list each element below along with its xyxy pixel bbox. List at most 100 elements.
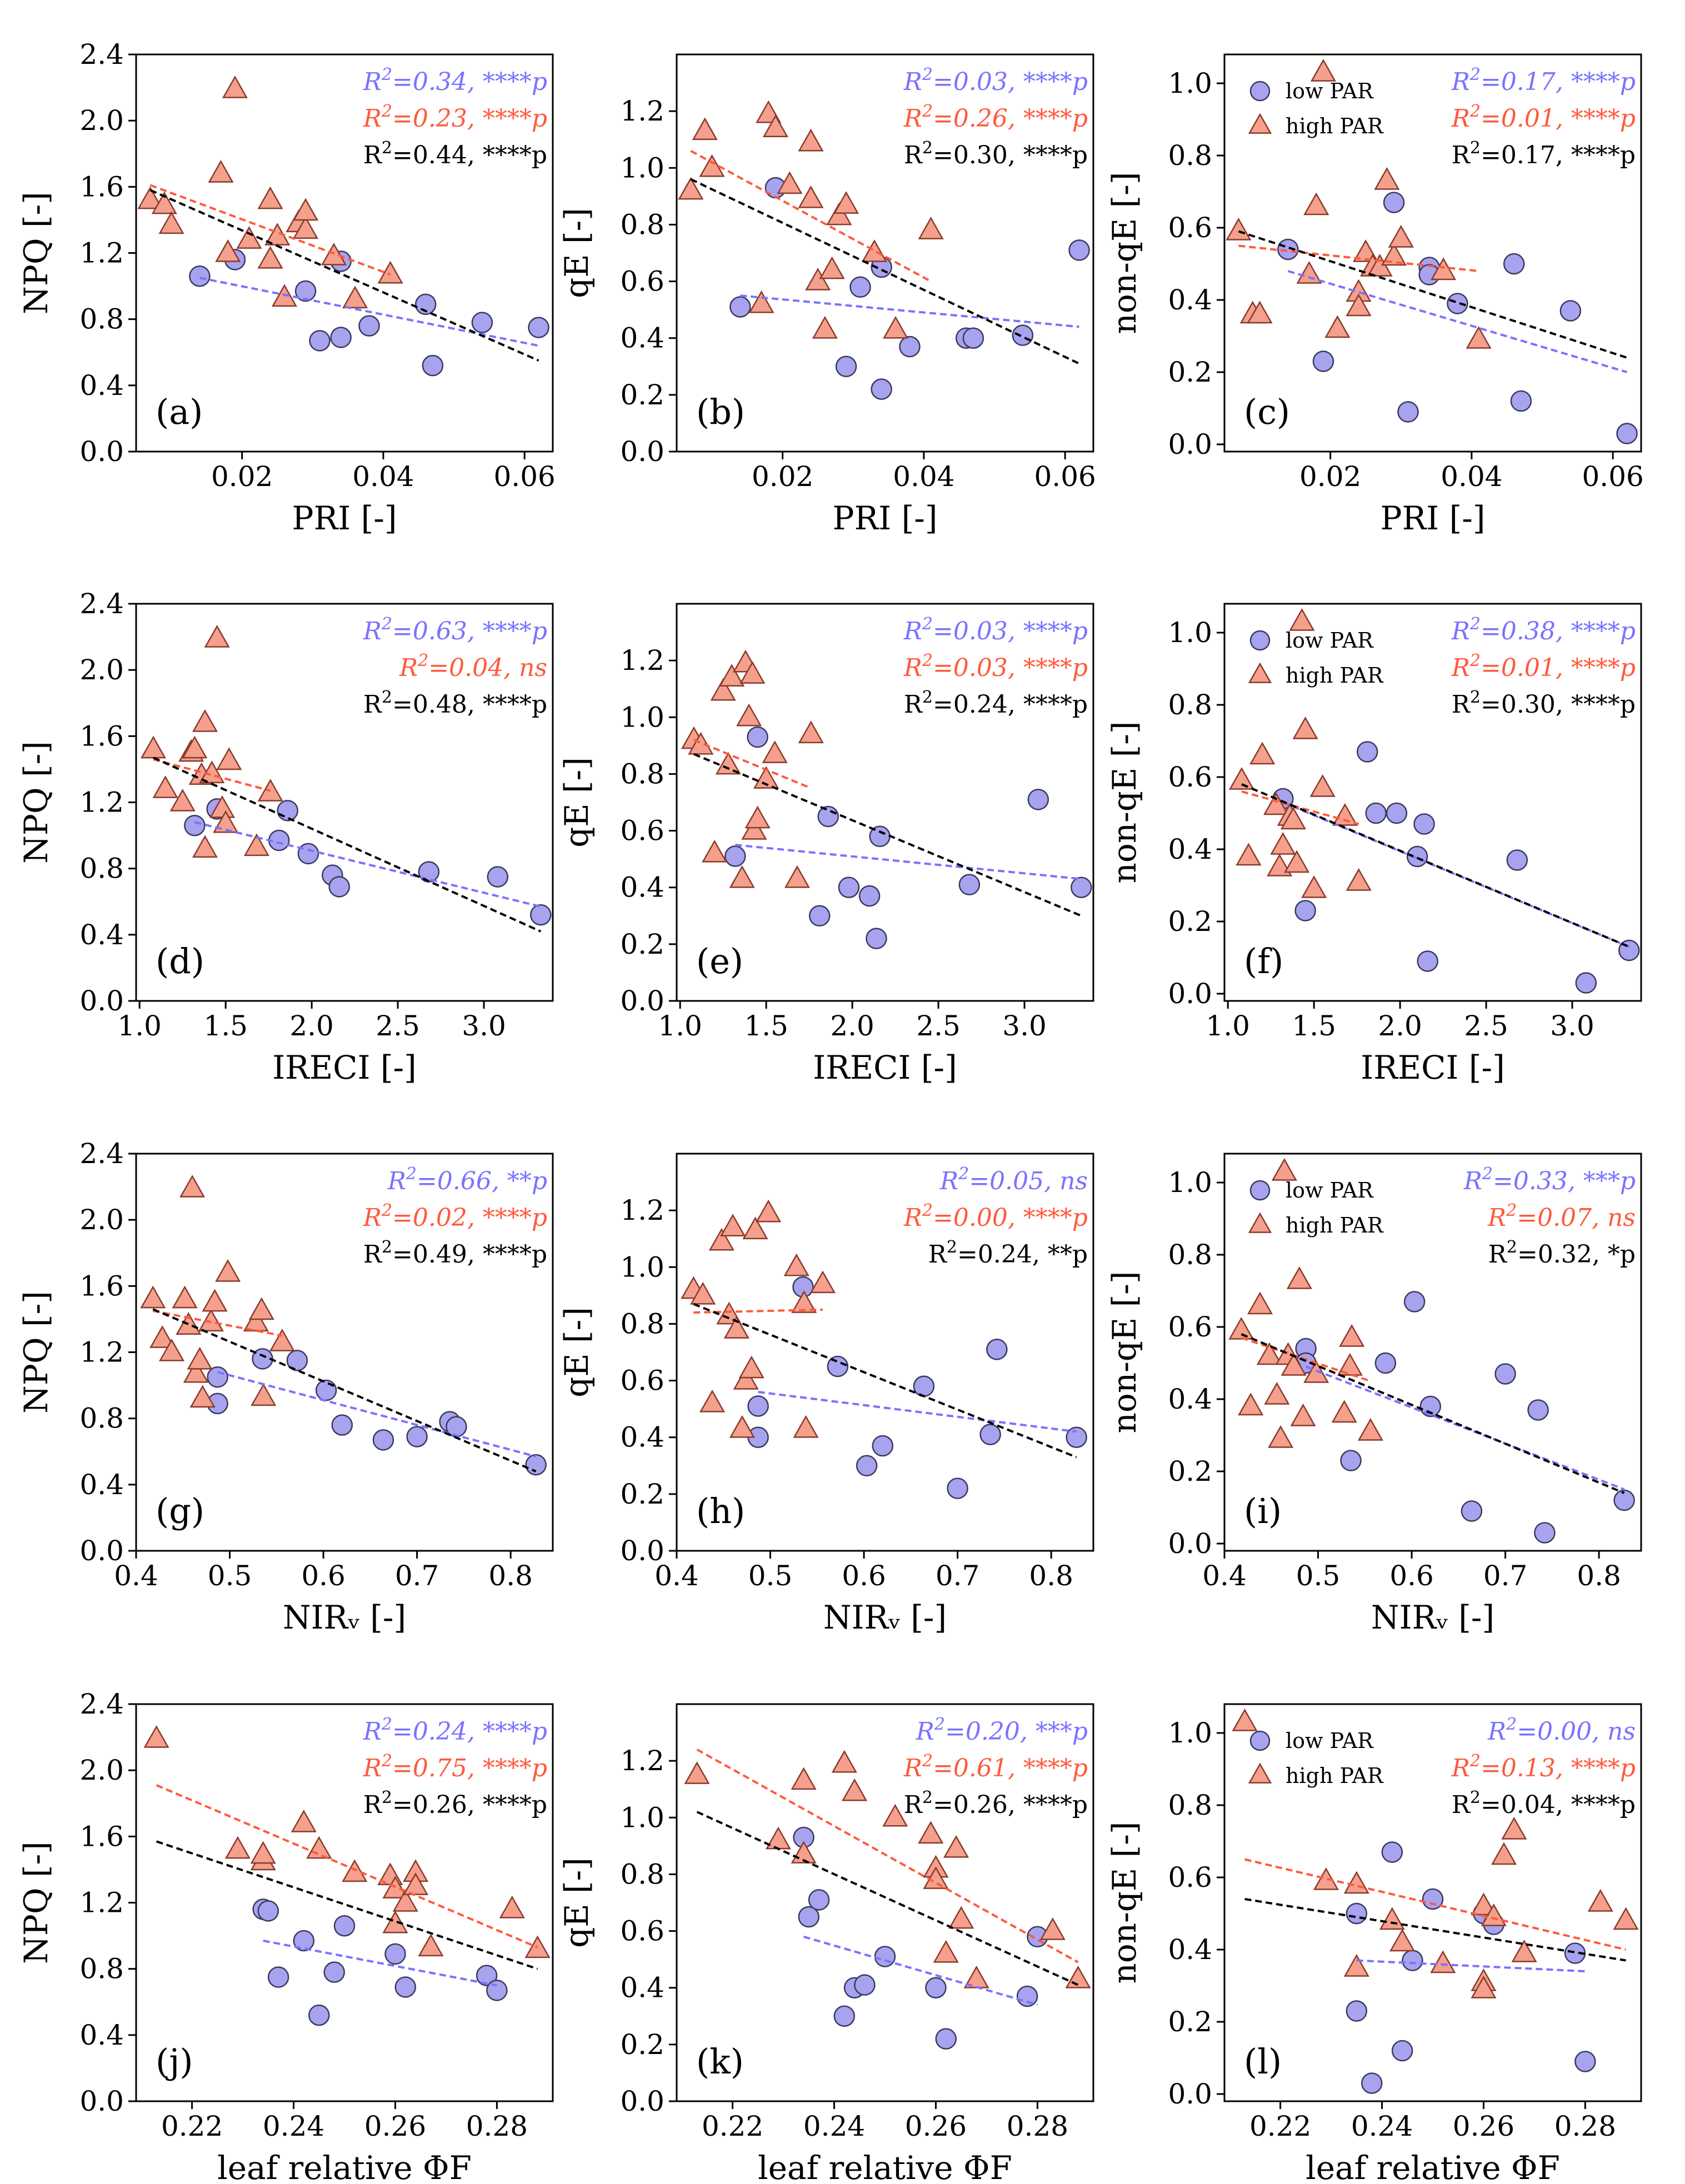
- r2-sep: ,: [1556, 1754, 1571, 1782]
- data-point-high-par: [1290, 1403, 1316, 1426]
- r2-significance: ****p: [1023, 1754, 1088, 1782]
- fit-line-low: [199, 277, 539, 347]
- data-point-high-par: [1343, 1953, 1369, 1977]
- data-point-high-par: [741, 817, 767, 840]
- x-tick-label: 0.4: [654, 1560, 699, 1592]
- data-point-high-par: [791, 1290, 817, 1313]
- data-point-high-par: [1324, 315, 1351, 338]
- x-tick-label: 0.28: [1007, 2110, 1068, 2142]
- x-tick-label: 0.24: [263, 2110, 324, 2142]
- r2-significance: ****p: [1571, 617, 1636, 645]
- r2-equals: =: [392, 1717, 413, 1746]
- r2-superscript: 2: [381, 1201, 392, 1220]
- r2-equals: =: [1517, 1240, 1538, 1269]
- data-point-low-par: [1340, 1450, 1362, 1471]
- r2-equals: =: [957, 1240, 978, 1269]
- panel-e: 1.0 1.5 2.0 2.5 3.0 0.0 0.2 0.4 0.6 0.8 1.0 1.2 IREC…: [558, 603, 1094, 1086]
- r2-superscript: 2: [1470, 1788, 1481, 1807]
- r2-superscript: 2: [382, 138, 392, 158]
- r2-value: 0.33: [1513, 1167, 1568, 1195]
- fit-line-high: [690, 149, 932, 283]
- r2-value: 0.26: [953, 1791, 1008, 1819]
- r2-equals: =: [933, 1204, 953, 1232]
- r2-symbol: R: [1451, 1754, 1470, 1782]
- r2-equals: =: [1481, 68, 1501, 96]
- y-tick-label: 1.0: [1168, 617, 1212, 649]
- data-point-high-par: [1228, 1316, 1254, 1340]
- r2-sep: ,: [1008, 617, 1023, 645]
- data-point-high-par: [738, 1355, 764, 1379]
- r2-symbol: R: [928, 1240, 948, 1269]
- r2-equals: =: [1481, 104, 1501, 133]
- data-point-high-par: [742, 1216, 768, 1240]
- data-point-high-par: [243, 833, 269, 856]
- data-point-low-par: [1027, 789, 1049, 810]
- r2-superscript: 2: [381, 1751, 392, 1771]
- fit-line-low: [194, 821, 541, 908]
- axes-frame: [1223, 1153, 1642, 1552]
- y-tick-label: 0.4: [1168, 833, 1212, 865]
- data-point-high-par: [716, 1301, 742, 1325]
- r2-stat-high: R2=0.61, ****p: [903, 1751, 1088, 1782]
- r2-superscript: 2: [381, 102, 392, 121]
- r2-superscript: 2: [1469, 614, 1481, 634]
- data-point-low-par: [1356, 741, 1378, 763]
- data-point-low-par: [471, 312, 493, 333]
- data-point-high-par: [1481, 1903, 1507, 1926]
- data-point-high-par: [1313, 1867, 1339, 1890]
- data-point-low-par: [330, 327, 352, 348]
- data-point-high-par: [236, 226, 262, 249]
- data-point-high-par: [1289, 608, 1315, 631]
- data-point-low-par: [827, 1355, 849, 1377]
- data-point-low-par: [808, 905, 831, 927]
- r2-sep: ,: [1008, 1204, 1023, 1232]
- y-tick-label: 2.4: [79, 1138, 124, 1170]
- x-tick-label: 0.26: [1453, 2110, 1514, 2142]
- data-point-high-par: [169, 788, 196, 812]
- x-tick-label: 1.5: [744, 1010, 788, 1042]
- data-point-high-par: [783, 1253, 809, 1276]
- data-point-high-par: [1232, 1708, 1258, 1731]
- x-tick-label: 0.02: [1299, 460, 1361, 493]
- data-point-low-par: [1381, 1841, 1403, 1863]
- legend-marker-high-par: [1248, 662, 1272, 683]
- data-point-low-par: [925, 1977, 947, 1998]
- y-tick-label: 0.4: [79, 369, 124, 402]
- data-point-high-par: [1346, 293, 1372, 317]
- x-tick-label: 0.4: [114, 1560, 158, 1592]
- data-point-high-par: [812, 315, 838, 339]
- fit-line-low: [1356, 1959, 1586, 1972]
- r2-significance: ****p: [1023, 690, 1088, 719]
- y-tick-label: 0.4: [1168, 1933, 1212, 1966]
- legend-marker-low-par: [1249, 81, 1271, 102]
- data-point-high-par: [708, 1228, 734, 1251]
- r2-equals: =: [392, 104, 413, 133]
- data-point-high-par: [182, 735, 208, 759]
- r2-symbol: R: [903, 617, 922, 645]
- r2-significance: *p: [1608, 1240, 1636, 1269]
- data-point-high-par: [342, 1859, 368, 1882]
- data-point-high-par: [826, 202, 852, 226]
- data-point-low-par: [962, 327, 984, 349]
- panel-i: 0.4 0.5 0.6 0.7 0.8 0.0 0.2 0.4 0.6 0.8 1.0 NIRᵥ [-…: [1106, 1153, 1642, 1636]
- r2-sep: ,: [1556, 68, 1571, 96]
- data-point-low-par: [1575, 972, 1597, 994]
- data-point-low-par: [866, 928, 887, 949]
- data-point-high-par: [918, 1821, 944, 1844]
- y-tick-label: 0.8: [620, 1858, 664, 1890]
- data-point-low-par: [1564, 1942, 1586, 1964]
- r2-symbol: R: [363, 1204, 382, 1232]
- data-point-low-par: [858, 885, 881, 907]
- legend-label-high-par: high PAR: [1286, 1764, 1384, 1788]
- data-point-high-par: [1613, 1907, 1639, 1930]
- r2-sep: ,: [467, 690, 483, 719]
- fit-line-low: [735, 844, 1082, 880]
- r2-equals: =: [392, 68, 413, 96]
- r2-equals: =: [933, 1791, 953, 1819]
- r2-superscript: 2: [922, 65, 933, 84]
- r2-equals: =: [1493, 1167, 1513, 1195]
- data-point-low-par: [184, 814, 206, 836]
- panel-g: 0.4 0.5 0.6 0.7 0.80.00.40.81.21.62.02.4NIRᵥ…: [17, 1138, 554, 1636]
- r2-value: 0.03: [953, 654, 1008, 682]
- data-point-high-par: [1431, 257, 1457, 280]
